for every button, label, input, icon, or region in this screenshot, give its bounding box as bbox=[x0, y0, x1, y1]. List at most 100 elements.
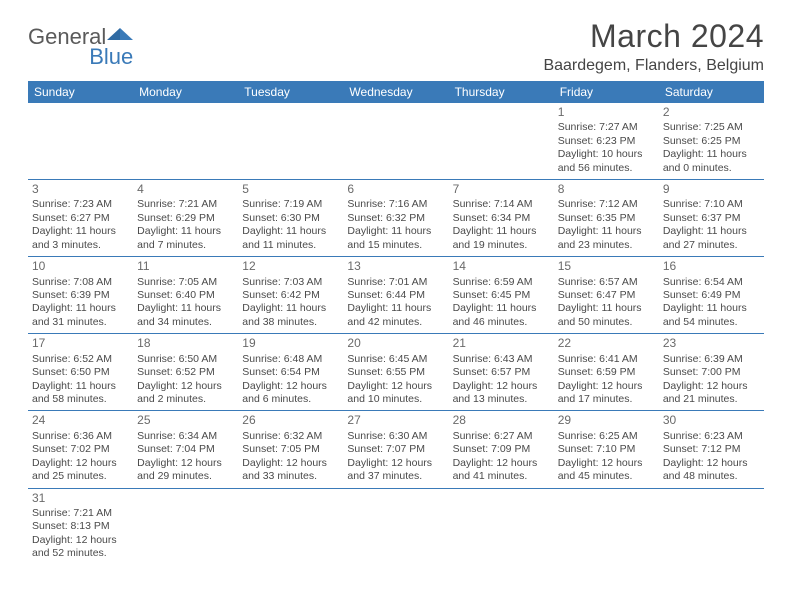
day-number: 21 bbox=[453, 336, 550, 351]
daylight-text: Daylight: 11 hours and 27 minutes. bbox=[663, 225, 760, 252]
day-number: 16 bbox=[663, 259, 760, 274]
day-number: 3 bbox=[32, 182, 129, 197]
sunrise-text: Sunrise: 6:23 AM bbox=[663, 430, 760, 443]
day-number: 6 bbox=[347, 182, 444, 197]
sunset-text: Sunset: 6:45 PM bbox=[453, 289, 550, 302]
sunrise-text: Sunrise: 7:21 AM bbox=[137, 198, 234, 211]
day-number: 27 bbox=[347, 413, 444, 428]
day-number: 11 bbox=[137, 259, 234, 274]
calendar-cell bbox=[238, 488, 343, 565]
daylight-text: Daylight: 12 hours and 45 minutes. bbox=[558, 457, 655, 484]
sunrise-text: Sunrise: 6:43 AM bbox=[453, 353, 550, 366]
weekday-header: Monday bbox=[133, 81, 238, 103]
sunset-text: Sunset: 6:49 PM bbox=[663, 289, 760, 302]
weekday-header: Saturday bbox=[659, 81, 764, 103]
daylight-text: Daylight: 11 hours and 19 minutes. bbox=[453, 225, 550, 252]
daylight-text: Daylight: 11 hours and 11 minutes. bbox=[242, 225, 339, 252]
sunrise-text: Sunrise: 6:30 AM bbox=[347, 430, 444, 443]
calendar-cell: 5Sunrise: 7:19 AMSunset: 6:30 PMDaylight… bbox=[238, 180, 343, 257]
daylight-text: Daylight: 11 hours and 38 minutes. bbox=[242, 302, 339, 329]
calendar-cell: 22Sunrise: 6:41 AMSunset: 6:59 PMDayligh… bbox=[554, 334, 659, 411]
sunrise-text: Sunrise: 6:54 AM bbox=[663, 276, 760, 289]
daylight-text: Daylight: 10 hours and 56 minutes. bbox=[558, 148, 655, 175]
logo-icon bbox=[107, 25, 133, 46]
calendar-cell: 17Sunrise: 6:52 AMSunset: 6:50 PMDayligh… bbox=[28, 334, 133, 411]
calendar-row: 24Sunrise: 6:36 AMSunset: 7:02 PMDayligh… bbox=[28, 411, 764, 488]
sunset-text: Sunset: 7:02 PM bbox=[32, 443, 129, 456]
day-number: 31 bbox=[32, 491, 129, 506]
calendar-cell: 21Sunrise: 6:43 AMSunset: 6:57 PMDayligh… bbox=[449, 334, 554, 411]
daylight-text: Daylight: 11 hours and 50 minutes. bbox=[558, 302, 655, 329]
daylight-text: Daylight: 12 hours and 52 minutes. bbox=[32, 534, 129, 561]
sunset-text: Sunset: 7:05 PM bbox=[242, 443, 339, 456]
logo: GeneralBlue bbox=[28, 24, 133, 70]
sunset-text: Sunset: 7:00 PM bbox=[663, 366, 760, 379]
sunrise-text: Sunrise: 6:32 AM bbox=[242, 430, 339, 443]
sunset-text: Sunset: 6:50 PM bbox=[32, 366, 129, 379]
daylight-text: Daylight: 11 hours and 15 minutes. bbox=[347, 225, 444, 252]
day-number: 15 bbox=[558, 259, 655, 274]
daylight-text: Daylight: 12 hours and 17 minutes. bbox=[558, 380, 655, 407]
calendar-cell: 12Sunrise: 7:03 AMSunset: 6:42 PMDayligh… bbox=[238, 257, 343, 334]
sunset-text: Sunset: 6:59 PM bbox=[558, 366, 655, 379]
calendar-cell: 6Sunrise: 7:16 AMSunset: 6:32 PMDaylight… bbox=[343, 180, 448, 257]
daylight-text: Daylight: 11 hours and 7 minutes. bbox=[137, 225, 234, 252]
calendar-cell: 11Sunrise: 7:05 AMSunset: 6:40 PMDayligh… bbox=[133, 257, 238, 334]
calendar-cell: 4Sunrise: 7:21 AMSunset: 6:29 PMDaylight… bbox=[133, 180, 238, 257]
daylight-text: Daylight: 12 hours and 13 minutes. bbox=[453, 380, 550, 407]
daylight-text: Daylight: 11 hours and 23 minutes. bbox=[558, 225, 655, 252]
day-number: 1 bbox=[558, 105, 655, 120]
sunrise-text: Sunrise: 7:27 AM bbox=[558, 121, 655, 134]
sunset-text: Sunset: 6:25 PM bbox=[663, 135, 760, 148]
day-number: 22 bbox=[558, 336, 655, 351]
calendar-cell: 2Sunrise: 7:25 AMSunset: 6:25 PMDaylight… bbox=[659, 103, 764, 180]
calendar-cell: 25Sunrise: 6:34 AMSunset: 7:04 PMDayligh… bbox=[133, 411, 238, 488]
daylight-text: Daylight: 11 hours and 46 minutes. bbox=[453, 302, 550, 329]
weekday-header: Sunday bbox=[28, 81, 133, 103]
calendar-cell: 19Sunrise: 6:48 AMSunset: 6:54 PMDayligh… bbox=[238, 334, 343, 411]
sunset-text: Sunset: 7:04 PM bbox=[137, 443, 234, 456]
sunset-text: Sunset: 6:30 PM bbox=[242, 212, 339, 225]
calendar-cell bbox=[133, 488, 238, 565]
sunset-text: Sunset: 6:54 PM bbox=[242, 366, 339, 379]
day-number: 17 bbox=[32, 336, 129, 351]
sunset-text: Sunset: 6:40 PM bbox=[137, 289, 234, 302]
day-number: 19 bbox=[242, 336, 339, 351]
sunrise-text: Sunrise: 7:19 AM bbox=[242, 198, 339, 211]
calendar-cell: 23Sunrise: 6:39 AMSunset: 7:00 PMDayligh… bbox=[659, 334, 764, 411]
daylight-text: Daylight: 11 hours and 3 minutes. bbox=[32, 225, 129, 252]
sunset-text: Sunset: 6:44 PM bbox=[347, 289, 444, 302]
calendar-cell: 10Sunrise: 7:08 AMSunset: 6:39 PMDayligh… bbox=[28, 257, 133, 334]
header: GeneralBlue March 2024 Baardegem, Flande… bbox=[28, 18, 764, 75]
calendar-cell: 1Sunrise: 7:27 AMSunset: 6:23 PMDaylight… bbox=[554, 103, 659, 180]
weekday-header: Thursday bbox=[449, 81, 554, 103]
weekday-header: Friday bbox=[554, 81, 659, 103]
calendar-cell: 9Sunrise: 7:10 AMSunset: 6:37 PMDaylight… bbox=[659, 180, 764, 257]
calendar-table: Sunday Monday Tuesday Wednesday Thursday… bbox=[28, 81, 764, 565]
calendar-cell: 31Sunrise: 7:21 AMSunset: 8:13 PMDayligh… bbox=[28, 488, 133, 565]
page-title: March 2024 bbox=[543, 18, 764, 55]
day-number: 14 bbox=[453, 259, 550, 274]
day-number: 2 bbox=[663, 105, 760, 120]
daylight-text: Daylight: 12 hours and 21 minutes. bbox=[663, 380, 760, 407]
daylight-text: Daylight: 12 hours and 6 minutes. bbox=[242, 380, 339, 407]
sunrise-text: Sunrise: 6:34 AM bbox=[137, 430, 234, 443]
daylight-text: Daylight: 11 hours and 31 minutes. bbox=[32, 302, 129, 329]
sunrise-text: Sunrise: 7:05 AM bbox=[137, 276, 234, 289]
daylight-text: Daylight: 12 hours and 37 minutes. bbox=[347, 457, 444, 484]
day-number: 30 bbox=[663, 413, 760, 428]
daylight-text: Daylight: 11 hours and 58 minutes. bbox=[32, 380, 129, 407]
sunrise-text: Sunrise: 6:39 AM bbox=[663, 353, 760, 366]
calendar-cell: 29Sunrise: 6:25 AMSunset: 7:10 PMDayligh… bbox=[554, 411, 659, 488]
day-number: 8 bbox=[558, 182, 655, 197]
calendar-cell: 16Sunrise: 6:54 AMSunset: 6:49 PMDayligh… bbox=[659, 257, 764, 334]
sunrise-text: Sunrise: 7:01 AM bbox=[347, 276, 444, 289]
daylight-text: Daylight: 11 hours and 0 minutes. bbox=[663, 148, 760, 175]
sunrise-text: Sunrise: 7:12 AM bbox=[558, 198, 655, 211]
calendar-cell: 26Sunrise: 6:32 AMSunset: 7:05 PMDayligh… bbox=[238, 411, 343, 488]
day-number: 10 bbox=[32, 259, 129, 274]
calendar-cell: 15Sunrise: 6:57 AMSunset: 6:47 PMDayligh… bbox=[554, 257, 659, 334]
sunrise-text: Sunrise: 6:57 AM bbox=[558, 276, 655, 289]
calendar-cell bbox=[343, 103, 448, 180]
calendar-cell: 3Sunrise: 7:23 AMSunset: 6:27 PMDaylight… bbox=[28, 180, 133, 257]
